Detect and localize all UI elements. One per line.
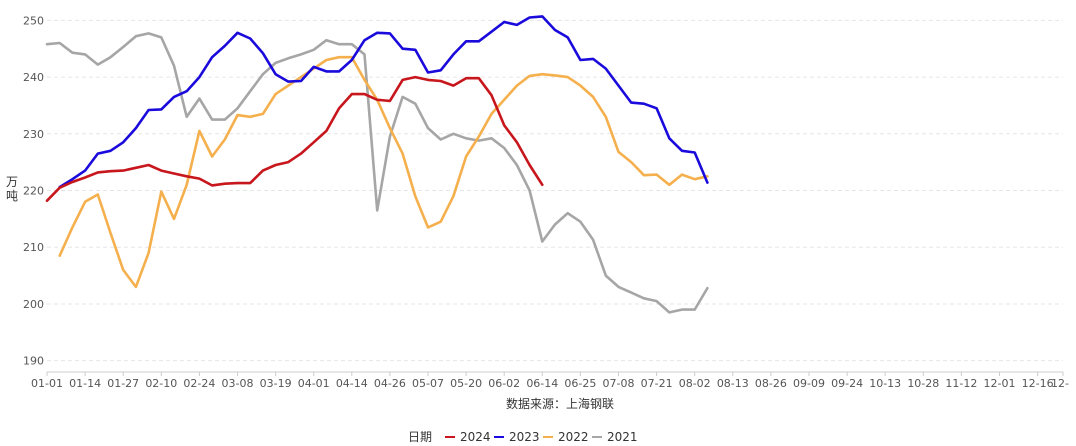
x-tick-label: 07-08 (603, 377, 635, 390)
y-tick-label: 240 (23, 71, 44, 84)
x-tick-label: 08-13 (717, 377, 749, 390)
axes (46, 371, 1064, 376)
y-tick-label: 230 (23, 128, 44, 141)
series-line-2023 (58, 15, 709, 189)
legend-item-2024: 2024 (460, 430, 491, 444)
x-tick-label: 02-10 (145, 377, 177, 390)
x-tick-label: 04-14 (336, 377, 368, 390)
x-tick-label: 01-27 (107, 377, 139, 390)
x-tick-label: 09-09 (793, 377, 825, 390)
x-tick-label: 05-20 (450, 377, 482, 390)
x-tick-label: 09-24 (831, 377, 863, 390)
x-tick-label: 03-08 (222, 377, 254, 390)
y-tick-label: 220 (23, 185, 44, 198)
y-tick-labels: 190 200 210 220 230 240 250 (23, 14, 44, 367)
x-tick-label: 08-26 (755, 377, 787, 390)
x-tick-label: 04-01 (298, 377, 330, 390)
x-tick-label: 10-13 (869, 377, 901, 390)
x-tick-label: 12-16 (1022, 377, 1054, 390)
x-tick-label: 06-14 (526, 377, 558, 390)
x-tick-label: 11-12 (945, 377, 977, 390)
series-lines (45, 15, 709, 314)
x-tick-label: 08-02 (679, 377, 711, 390)
x-tick-label: 06-25 (564, 377, 596, 390)
legend-item-2021: 2021 (607, 430, 638, 444)
x-tick-label: 02-24 (183, 377, 215, 390)
x-tick-label: 01-14 (69, 377, 101, 390)
y-axis-title: 万吨 (6, 175, 18, 203)
x-tick-label: 01-01 (31, 377, 63, 390)
legend-item-2023: 2023 (509, 430, 540, 444)
y-tick-label: 190 (23, 355, 44, 368)
x-tick-label: 10-28 (907, 377, 939, 390)
x-tick-label: 12-01 (984, 377, 1016, 390)
legend-title: 日期 (408, 430, 432, 444)
series-line-2022 (58, 55, 709, 289)
y-tick-label: 250 (23, 14, 44, 27)
legend-item-2022: 2022 (558, 430, 589, 444)
gridlines (47, 19, 1063, 362)
x-tick-label: 06-02 (488, 377, 520, 390)
series-line-2024 (45, 75, 544, 202)
y-tick-label: 200 (23, 298, 44, 311)
series-line-2021 (45, 32, 709, 314)
x-axis-label: 数据来源：上海钢联 (506, 396, 614, 411)
x-tick-label: 03-19 (260, 377, 292, 390)
x-tick-label: 05-07 (412, 377, 444, 390)
y-tick-label: 210 (23, 241, 44, 254)
y-axis-label: 万吨 (6, 175, 18, 203)
x-tick-label: 12- (1051, 377, 1069, 390)
legend: 日期 2024 2023 2022 2021 (408, 430, 638, 444)
x-tick-label: 04-26 (374, 377, 406, 390)
x-tick-label: 07-21 (641, 377, 673, 390)
x-tick-labels: 01-01 01-14 01-27 02-10 02-24 03-08 03-19 04-01… (31, 377, 1069, 390)
